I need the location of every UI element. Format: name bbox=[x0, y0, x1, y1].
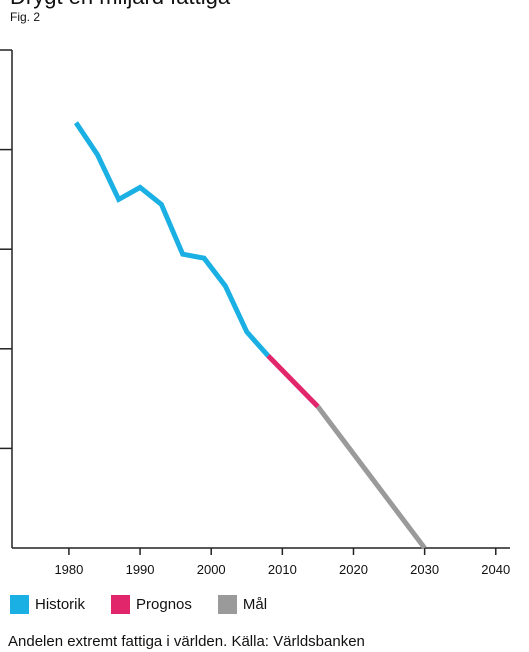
tick-label-group: 1980 1990 2000 2010 2020 2030 2040 bbox=[54, 562, 510, 577]
legend-item-prognos: Prognos bbox=[111, 595, 192, 614]
axes-group bbox=[0, 49, 510, 555]
legend-label-mal: Mål bbox=[242, 596, 268, 613]
x-tick-label-2030: 2030 bbox=[410, 562, 439, 577]
series-line-m-l bbox=[315, 405, 427, 550]
legend-swatch-mal bbox=[217, 595, 237, 614]
legend-label-historik: Historik bbox=[35, 596, 86, 613]
legend-swatch-prognos bbox=[111, 595, 131, 614]
x-tick-label-2020: 2020 bbox=[339, 562, 368, 577]
x-tick-label-1990: 1990 bbox=[126, 562, 155, 577]
x-tick-label-2000: 2000 bbox=[197, 562, 226, 577]
legend-item-historik: Historik bbox=[10, 595, 85, 614]
chart-caption: Andelen extremt fattiga i världen. Källa… bbox=[8, 633, 365, 650]
series-group bbox=[73, 121, 427, 550]
top-cut-heading: Drygt en miljard fattiga bbox=[10, 0, 230, 10]
figure-label: Fig. 2 bbox=[10, 10, 41, 24]
series-line-prognos bbox=[266, 354, 320, 409]
series-line-historik bbox=[73, 121, 270, 358]
legend-item-mal: Mål bbox=[217, 595, 268, 614]
poverty-line-chart: 1980 1990 2000 2010 2020 2030 2040 bbox=[0, 49, 510, 577]
legend: Historik Prognos Mål bbox=[10, 595, 293, 614]
legend-label-prognos: Prognos bbox=[136, 596, 192, 613]
x-tick-label-2010: 2010 bbox=[268, 562, 297, 577]
x-tick-label-1980: 1980 bbox=[54, 562, 83, 577]
x-tick-label-2040: 2040 bbox=[481, 562, 510, 577]
legend-swatch-historik bbox=[10, 595, 29, 614]
